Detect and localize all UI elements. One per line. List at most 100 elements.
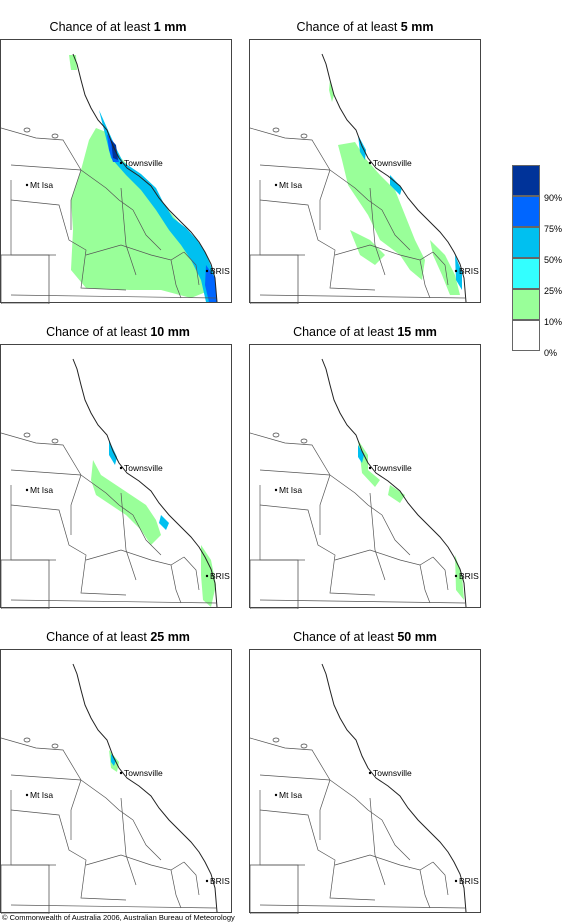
island-1 (300, 438, 308, 444)
legend-label-90: 90% (544, 193, 563, 203)
district-border-4 (329, 169, 383, 211)
district-border-10 (432, 251, 449, 286)
queensland-map: Townsville Mt Isa BRIS (1, 358, 230, 609)
panel-title-2: Chance of at least 5 mm (296, 20, 434, 34)
inset-box (1, 864, 50, 914)
bris-label: BRIS (459, 571, 479, 581)
district-border-6 (369, 797, 386, 886)
mt_isa-label: Mt Isa (30, 485, 53, 495)
panel-title-3: Chance of at least 10 mm (46, 325, 190, 339)
island-0 (272, 127, 280, 133)
inset-box (1, 559, 50, 609)
bris-label: BRIS (459, 266, 479, 276)
district-border-2 (259, 180, 305, 256)
probability-region-3 (358, 445, 364, 463)
legend-label-10: 10% (544, 317, 563, 327)
townsville-marker (119, 466, 123, 470)
townsville-marker (368, 161, 372, 165)
probability-region-0 (358, 440, 380, 487)
coastline (321, 53, 467, 303)
district-border-9 (419, 564, 431, 604)
island-1 (300, 133, 308, 139)
legend-swatch-90 (512, 165, 540, 196)
island-0 (23, 127, 31, 133)
queensland-map: Townsville Mt Isa BRIS (250, 53, 479, 304)
district-border-3 (319, 474, 331, 535)
district-border-4 (329, 474, 383, 516)
probability-region-5 (205, 265, 217, 302)
district-border-7 (381, 514, 411, 556)
legend-swatch-50 (512, 227, 540, 258)
probability-region-2 (430, 240, 460, 295)
district-border-8 (334, 854, 434, 871)
mt_isa-marker (25, 183, 29, 187)
district-border-4 (80, 779, 134, 821)
map-panel-5: Townsville Mt Isa BRIS (0, 649, 232, 914)
probability-region-1 (111, 754, 116, 766)
bris-marker (454, 269, 458, 273)
panel-title-4: Chance of at least 15 mm (293, 325, 437, 339)
district-border-11 (10, 294, 217, 299)
legend-swatch-10 (512, 289, 540, 320)
district-border-5 (10, 809, 127, 901)
district-border-2 (259, 485, 305, 561)
queensland-map: Townsville Mt Isa BRIS (1, 663, 230, 914)
coastline (321, 663, 467, 913)
probability-region-0 (91, 460, 161, 545)
mt_isa-label: Mt Isa (279, 485, 302, 495)
townsville-marker (368, 466, 372, 470)
island-1 (51, 743, 59, 749)
district-border-3 (70, 169, 82, 230)
map-panel-1: Townsville Mt Isa BRIS (0, 39, 232, 304)
coastline (72, 358, 218, 608)
map-panel-6: Townsville Mt Isa BRIS (249, 649, 481, 914)
island-1 (51, 133, 59, 139)
probability-region-1 (69, 55, 77, 70)
district-border-1 (10, 774, 82, 781)
district-border-2 (259, 790, 305, 866)
district-border-6 (369, 187, 386, 276)
district-border-10 (432, 556, 449, 591)
district-border-11 (10, 599, 217, 604)
inset-box (250, 864, 299, 914)
district-border-9 (419, 869, 431, 909)
mt_isa-label: Mt Isa (30, 790, 53, 800)
probability-region-3 (159, 515, 169, 530)
island-0 (272, 432, 280, 438)
bris-marker (454, 879, 458, 883)
bris-label: BRIS (210, 571, 230, 581)
district-border-6 (120, 797, 137, 886)
district-border-10 (183, 861, 200, 896)
inset-box (250, 559, 299, 609)
legend-label-0: 0% (544, 348, 558, 358)
map-panel-2: Townsville Mt Isa BRIS (249, 39, 481, 304)
townsville-label: Townsville (373, 768, 412, 778)
legend-swatch-75 (512, 196, 540, 227)
panel-title-5: Chance of at least 25 mm (46, 630, 190, 644)
district-border-11 (259, 294, 466, 299)
district-border-3 (70, 474, 82, 535)
district-border-4 (80, 169, 134, 211)
mt_isa-marker (274, 183, 278, 187)
queensland-map: Townsville Mt Isa BRIS (1, 53, 230, 304)
district-border-5 (10, 199, 127, 291)
probability-region-2 (455, 555, 464, 600)
probability-region-0 (338, 142, 425, 280)
district-border-0 (250, 432, 331, 476)
district-border-5 (10, 504, 127, 596)
district-border-11 (259, 599, 466, 604)
legend-label-25: 25% (544, 286, 563, 296)
townsville-marker (368, 771, 372, 775)
mt_isa-marker (25, 488, 29, 492)
bris-label: BRIS (210, 266, 230, 276)
queensland-map: Townsville Mt Isa BRIS (250, 358, 479, 609)
mt_isa-marker (274, 488, 278, 492)
legend-label-75: 75% (544, 224, 563, 234)
probability-region-1 (388, 485, 405, 503)
coastline (72, 53, 218, 303)
island-1 (51, 438, 59, 444)
queensland-map: Townsville Mt Isa BRIS (250, 663, 479, 914)
district-border-5 (259, 199, 376, 291)
bris-label: BRIS (459, 876, 479, 886)
district-border-2 (10, 790, 56, 866)
